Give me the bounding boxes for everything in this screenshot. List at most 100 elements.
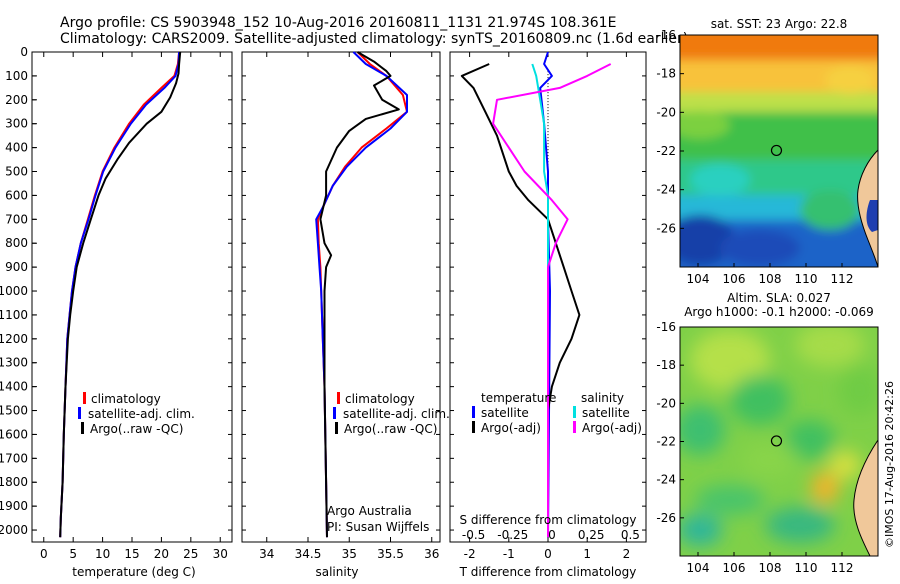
legend-swatch-argo-salinity <box>573 421 576 433</box>
argo-line <box>319 51 400 538</box>
x-tick-label: 30 <box>213 547 228 561</box>
depth-tick-label: 2000 <box>0 523 28 537</box>
legend-argo-temperature: Argo(-adj) <box>481 421 541 435</box>
sst-map-title: sat. SST: 23 Argo: 22.8 <box>711 17 848 31</box>
x-tick-label: 0 <box>544 547 552 561</box>
header-line2: Climatology: CARS2009. Satellite-adjuste… <box>60 31 688 47</box>
sst-coastal-water <box>866 200 878 232</box>
legend-argo-salinity: Argo(-adj) <box>582 421 642 435</box>
depth-tick-label: 200 <box>5 93 28 107</box>
legend-salinity-title: salinity <box>581 391 624 405</box>
map-y-tick-label: -22 <box>656 435 676 449</box>
map-y-tick-label: -20 <box>656 105 676 119</box>
sla-profile-location-marker <box>770 435 783 447</box>
depth-tick-label: 100 <box>5 69 28 83</box>
s-diff-tick-label: 0.5 <box>621 528 640 542</box>
legend-swatch-climatology <box>337 392 340 404</box>
depth-tick-label: 1600 <box>0 427 28 441</box>
legend-argo: Argo(..raw -QC) <box>90 422 183 436</box>
depth-tick-label: 1200 <box>0 332 28 346</box>
map-y-tick-label: -16 <box>656 320 676 334</box>
map-y-tick-label: -18 <box>656 358 676 372</box>
map-y-tick-label: -26 <box>656 221 676 235</box>
map-y-tick-label: -22 <box>656 144 676 158</box>
map-x-tick-label: 112 <box>831 561 854 575</box>
legend-satellite-temperature: satellite <box>481 406 529 420</box>
sla-map-title-1: Altim. SLA: 0.027 <box>727 291 831 305</box>
depth-tick-label: 1100 <box>0 308 28 322</box>
temperature-axis-label: temperature (deg C) <box>72 565 195 579</box>
header-line1: Argo profile: CS 5903948_152 10-Aug-2016… <box>60 15 616 31</box>
legend-swatch-argo <box>81 422 84 434</box>
x-tick-label: 15 <box>124 547 139 561</box>
legend-swatch-argo <box>472 421 475 433</box>
x-tick-label: -2 <box>464 547 476 561</box>
s-diff-tick-label: -0.25 <box>497 528 528 542</box>
x-tick-label: 1 <box>583 547 591 561</box>
map-y-tick-label: -24 <box>656 183 676 197</box>
x-tick-label: 36 <box>424 547 439 561</box>
legend-swatch-satellite-salinity <box>573 406 576 418</box>
map-x-tick-label: 104 <box>687 561 710 575</box>
temperature-profile-chart: 0 5 10 15 20 25 30 <box>32 51 232 561</box>
sst-map <box>680 35 878 267</box>
depth-tick-label: 1800 <box>0 475 28 489</box>
map-x-tick-label: 108 <box>759 561 782 575</box>
depth-tick-label: 0 <box>20 45 28 59</box>
map-x-tick-label: 112 <box>831 272 854 286</box>
depth-tick-label: 900 <box>5 260 28 274</box>
depth-tick-label: 800 <box>5 236 28 250</box>
legend-swatch-argo <box>335 422 338 434</box>
temperature-legend: climatology satellite-adj. clim. Argo(..… <box>78 392 195 436</box>
x-tick-label: 35 <box>342 547 357 561</box>
map-x-tick-label: 110 <box>795 561 818 575</box>
credit-text: ©IMOS 17-Aug-2016 20:42:26 <box>883 381 896 548</box>
t-difference-axis-label: T difference from climatology <box>459 565 637 579</box>
x-tick-label: 2 <box>623 547 631 561</box>
x-tick-label: -1 <box>503 547 515 561</box>
argo-australia-label: Argo Australia <box>327 504 412 518</box>
x-tick-label: 0 <box>40 547 48 561</box>
salinity-legend: climatology satellite-adj. clim. Argo(..… <box>333 392 450 436</box>
legend-satellite: satellite-adj. clim. <box>343 407 450 421</box>
map-y-tick-label: -18 <box>656 67 676 81</box>
legend-swatch-satellite <box>78 407 81 419</box>
depth-tick-label: 1500 <box>0 404 28 418</box>
argo-line <box>59 51 182 538</box>
legend-satellite: satellite-adj. clim. <box>88 407 195 421</box>
x-tick-label: 10 <box>95 547 110 561</box>
legend-argo: Argo(..raw -QC) <box>344 422 437 436</box>
satellite-line <box>59 51 181 538</box>
salinity-profile-chart: 34 34.5 35 35.5 36 <box>242 51 440 561</box>
map-x-tick-label: 104 <box>687 272 710 286</box>
depth-tick-label: 400 <box>5 141 28 155</box>
sla-field <box>680 327 878 546</box>
depth-tick-label: 1700 <box>0 451 28 465</box>
legend-climatology: climatology <box>91 392 161 406</box>
s-diff-tick-label: 0 <box>548 528 556 542</box>
difference-legend-temperature: temperature satellite Argo(-adj) <box>472 391 556 435</box>
climatology-line <box>59 51 181 538</box>
map-y-tick-label: -26 <box>656 511 676 525</box>
salinity-axis-label: salinity <box>315 565 358 579</box>
s-diff-tick-label: 0.25 <box>578 528 605 542</box>
depth-tick-label: 1400 <box>0 380 28 394</box>
x-tick-label: 25 <box>183 547 198 561</box>
pi-label: PI: Susan Wijffels <box>327 520 429 534</box>
sla-coastline <box>853 439 878 556</box>
legend-swatch-satellite <box>333 407 336 419</box>
legend-swatch-climatology <box>83 392 86 404</box>
depth-tick-label: 300 <box>5 117 28 131</box>
salinity-panel-frame <box>241 51 441 543</box>
s-difference-axis-label: S difference from climatology <box>460 513 637 527</box>
sla-map-axes: 104 106 108 110 112 -16 -18 -20 -22 -24 -26 <box>656 320 853 575</box>
x-tick-label: 34 <box>259 547 274 561</box>
argo-temperature-diff-line <box>460 63 581 538</box>
legend-climatology: climatology <box>345 392 415 406</box>
map-y-tick-label: -16 <box>656 28 676 42</box>
legend-swatch-satellite <box>472 406 475 418</box>
map-x-tick-label: 106 <box>723 561 746 575</box>
x-tick-label: 35.5 <box>377 547 404 561</box>
difference-profile-chart: -2 -1 0 1 2 -0.5 -0.25 0 0.25 0.5 <box>450 51 646 561</box>
depth-tick-label: 700 <box>5 212 28 226</box>
